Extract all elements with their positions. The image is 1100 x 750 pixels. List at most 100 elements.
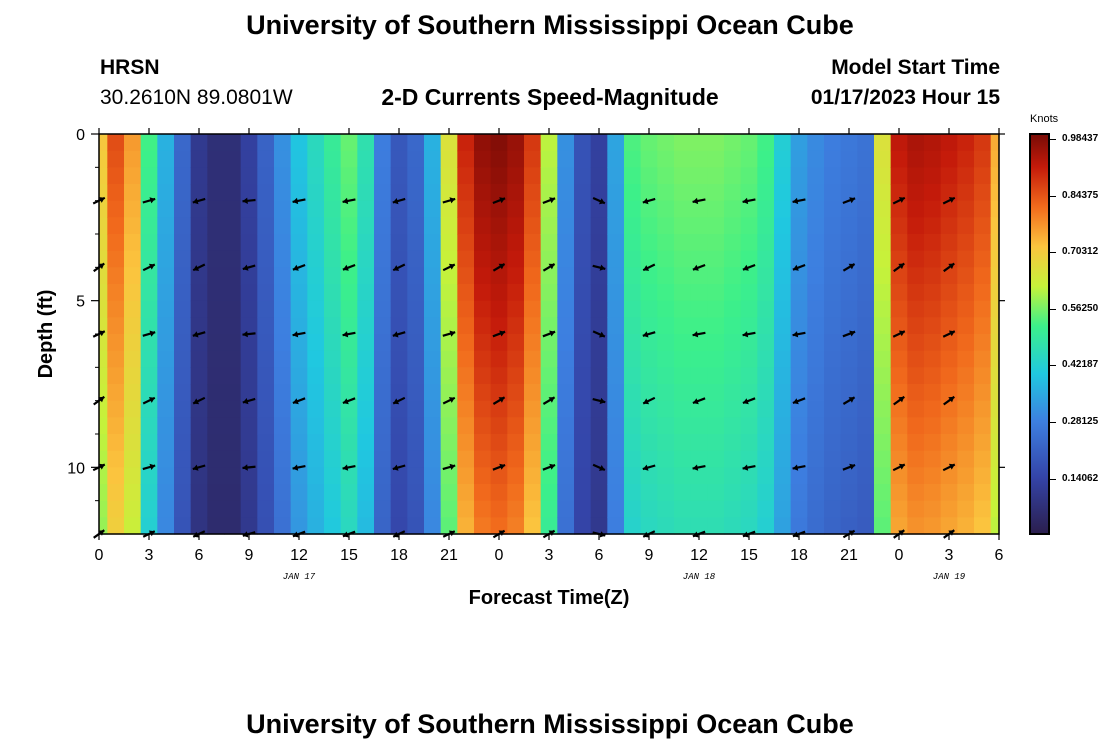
heatmap-cell [724,234,742,252]
heatmap-cell [540,150,558,168]
heatmap-cell [99,200,108,218]
heatmap-cell [540,250,558,268]
heatmap-cell [157,134,175,152]
heatmap-cell [390,467,408,485]
heatmap-cell [174,217,192,235]
heatmap-cell [357,517,375,535]
heatmap-cell [190,150,208,168]
heatmap-cell [174,417,192,435]
heatmap-cell [857,250,875,268]
heatmap-cell [874,417,892,435]
current-vector [792,197,806,205]
heatmap-cell [99,517,108,535]
heatmap-cell [574,250,592,268]
heatmap-cell [707,300,725,318]
heatmap-cell [240,384,258,402]
heatmap-cell [774,484,792,502]
heatmap-cell [857,484,875,502]
heatmap-cell [307,500,325,518]
heatmap-cell [240,267,258,285]
heatmap-cell [107,500,125,518]
heatmap-cell [807,417,825,435]
heatmap-cell [140,284,158,302]
heatmap-cell [890,400,908,418]
heatmap-cell [157,434,175,452]
heatmap-cell [190,184,208,202]
heatmap-cell [740,267,758,285]
heatmap-cell [457,284,475,302]
heatmap-cell [857,284,875,302]
heatmap-cell [374,300,392,318]
heatmap-cell [190,267,208,285]
heatmap-cell [390,234,408,252]
heatmap-cell [99,150,108,168]
heatmap-cell [407,284,425,302]
heatmap-cell [857,467,875,485]
heatmap-cell [890,334,908,352]
heatmap-cell [724,500,742,518]
heatmap-cell [857,367,875,385]
heatmap-cell [990,134,1000,152]
heatmap-cell [924,134,942,152]
heatmap-cell [357,384,375,402]
heatmap-cell [157,150,175,168]
heatmap-cell [740,517,758,535]
heatmap-cell [757,417,775,435]
heatmap-cell [490,284,508,302]
heatmap-cell [740,150,758,168]
heatmap-cell [140,400,158,418]
heatmap-cell [824,150,842,168]
heatmap-cell [807,284,825,302]
heatmap-cell [140,367,158,385]
heatmap-cell [207,450,225,468]
heatmap-cell [707,400,725,418]
heatmap-cell [807,184,825,202]
heatmap-cells [99,134,1000,535]
heatmap-cell [99,350,108,368]
heatmap-cell [290,350,308,368]
colorbar-tick-label: 0.84375 [1062,189,1099,201]
current-vector [692,397,706,405]
heatmap-cell [574,317,592,335]
heatmap-cell [257,400,275,418]
heatmap-cell [507,334,525,352]
heatmap-cell [424,267,442,285]
heatmap-cell [840,134,858,152]
heatmap-cell [524,500,542,518]
heatmap-cell [540,200,558,218]
heatmap-cell [240,217,258,235]
heatmap-cell [907,500,925,518]
heatmap-cell [490,517,508,535]
heatmap-cell [190,200,208,218]
heatmap-cell [424,234,442,252]
heatmap-cell [990,317,1000,335]
heatmap-cell [457,500,475,518]
heatmap-cell [190,334,208,352]
heatmap-cell [640,217,658,235]
current-vector [242,331,256,338]
heatmap-cell [490,384,508,402]
heatmap-cell [807,234,825,252]
heatmap-cell [807,134,825,152]
heatmap-cell [707,334,725,352]
heatmap-cell [657,434,675,452]
heatmap-cell [974,384,992,402]
heatmap-cell [607,267,625,285]
heatmap-cell [990,167,1000,185]
heatmap-cell [890,217,908,235]
heatmap-cell [107,384,125,402]
current-vector [442,396,456,405]
heatmap-cell [440,417,458,435]
heatmap-cell [557,484,575,502]
heatmap-cell [907,417,925,435]
heatmap-cell [107,467,125,485]
heatmap-cell [490,417,508,435]
heatmap-cell [724,284,742,302]
heatmap-cell [657,367,675,385]
heatmap-cell [674,367,692,385]
heatmap-cell [890,300,908,318]
heatmap-cell [140,134,158,152]
heatmap-cell [824,200,842,218]
heatmap-cell [557,350,575,368]
heatmap-cell [724,300,742,318]
